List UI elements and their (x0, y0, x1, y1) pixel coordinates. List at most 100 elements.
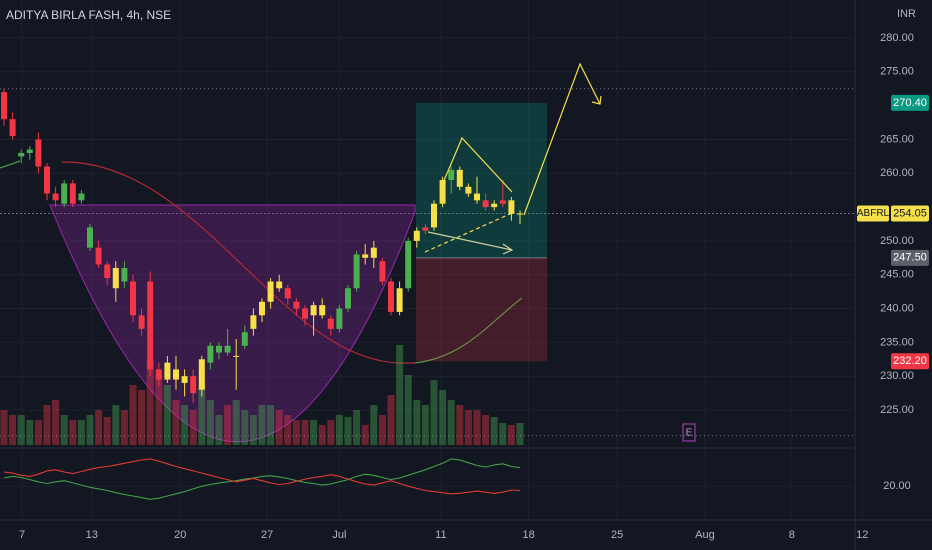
candle-body (26, 149, 33, 153)
volume-bar (52, 400, 60, 445)
indicator-tick-label: 20.00 (883, 480, 911, 492)
volume-bar (267, 405, 275, 445)
earnings-marker[interactable]: E (686, 428, 693, 439)
y-tick-label: 245.00 (880, 269, 914, 281)
volume-bar (163, 385, 171, 445)
candle-body (499, 200, 506, 204)
candle-body (276, 281, 283, 289)
volume-bar (361, 425, 369, 445)
candle-body (508, 200, 515, 214)
price-tag (891, 94, 929, 111)
x-tick-label: 25 (611, 529, 623, 541)
candle-body (431, 203, 437, 228)
y-tick-label: 235.00 (880, 336, 914, 348)
price-tag-label: 232.20 (893, 355, 927, 367)
candle-body (18, 152, 25, 157)
indicator-pane (3, 458, 521, 500)
y-tick-label: 230.00 (880, 370, 914, 382)
y-tick-label: 275.00 (880, 66, 914, 78)
volume-bar (249, 415, 257, 445)
moving-average (414, 297, 523, 364)
volume-bar (138, 390, 146, 445)
price-labels: 280.00 275.00 265.00 260.00 250.00 245.00 240.… (857, 32, 929, 492)
arc-curve (61, 161, 415, 364)
volume-bar (120, 410, 128, 445)
candle-body (370, 247, 377, 258)
y-tick-label: 265.00 (880, 133, 914, 145)
x-tick-label: Jul (332, 529, 346, 541)
candle-body (439, 180, 446, 204)
flag-line (439, 136, 513, 193)
x-tick-label: Aug (695, 529, 715, 541)
volume-bar (0, 410, 8, 445)
candle-body (362, 254, 369, 258)
earnings-marker-box[interactable] (682, 423, 696, 442)
candle-body (413, 230, 420, 241)
candle-body (379, 261, 386, 282)
volume-bar (516, 423, 524, 445)
volume-bar (499, 423, 507, 445)
volume-bar (103, 417, 111, 445)
candle-body (207, 345, 214, 363)
volume-bar (318, 425, 326, 445)
volume-bar (301, 420, 309, 445)
candle-body (456, 169, 463, 187)
volume-bar (9, 415, 17, 445)
volume-bar (344, 417, 352, 445)
volume-bar (490, 417, 498, 445)
candle-body (44, 166, 50, 194)
chart-title: ADITYA BIRLA FASH, 4h, NSE (6, 8, 171, 22)
volume-bar (456, 405, 464, 445)
price-tag (891, 353, 929, 370)
volume (0, 345, 524, 445)
volume-bar (129, 385, 137, 445)
volume-bar (370, 405, 378, 445)
moving-average (0, 160, 21, 169)
candle-body (198, 359, 205, 390)
candle-body (52, 193, 59, 201)
volume-bar (473, 410, 481, 445)
x-tick-label: 12 (856, 529, 868, 541)
volume-bar (155, 375, 163, 445)
y-tick-label: 260.00 (880, 167, 914, 179)
candle-body (388, 281, 394, 312)
volume-bar (447, 400, 455, 445)
currency: INR (897, 8, 916, 20)
volume-bar (232, 400, 240, 445)
volume-bar (215, 415, 223, 445)
candle-body (448, 169, 455, 181)
volume-bar (224, 405, 232, 445)
volume-bar (34, 420, 42, 445)
x-tick-label: 18 (522, 529, 534, 541)
volume-bar (378, 415, 386, 445)
symbol-tag (857, 205, 889, 222)
volume-bar (353, 410, 361, 445)
volume-bar (112, 405, 120, 445)
cup-pattern (49, 204, 416, 443)
symbol-tag-label: ABFRL (857, 208, 890, 219)
candle-body (259, 301, 265, 316)
candle-body (35, 139, 42, 167)
candle-body (69, 183, 76, 204)
volume-bar (335, 415, 343, 445)
volume-bar (60, 415, 68, 445)
volume-bar (258, 405, 266, 445)
candle-body (104, 264, 111, 279)
volume-bar (206, 400, 214, 445)
volume-bar (181, 405, 189, 445)
grid (0, 0, 863, 520)
candle-body (216, 345, 222, 353)
candle-body (396, 288, 403, 312)
loss-zone (416, 257, 547, 362)
volume-bar (430, 380, 438, 445)
candles (1, 88, 523, 404)
projection-drawings (424, 62, 602, 255)
volume-bar (26, 420, 34, 445)
x-tick-label: 11 (435, 529, 446, 541)
volume-bar (413, 400, 421, 445)
price-tag (891, 205, 929, 222)
candle-body (293, 301, 300, 309)
volume-bar (241, 410, 249, 445)
candle-body (173, 369, 179, 380)
